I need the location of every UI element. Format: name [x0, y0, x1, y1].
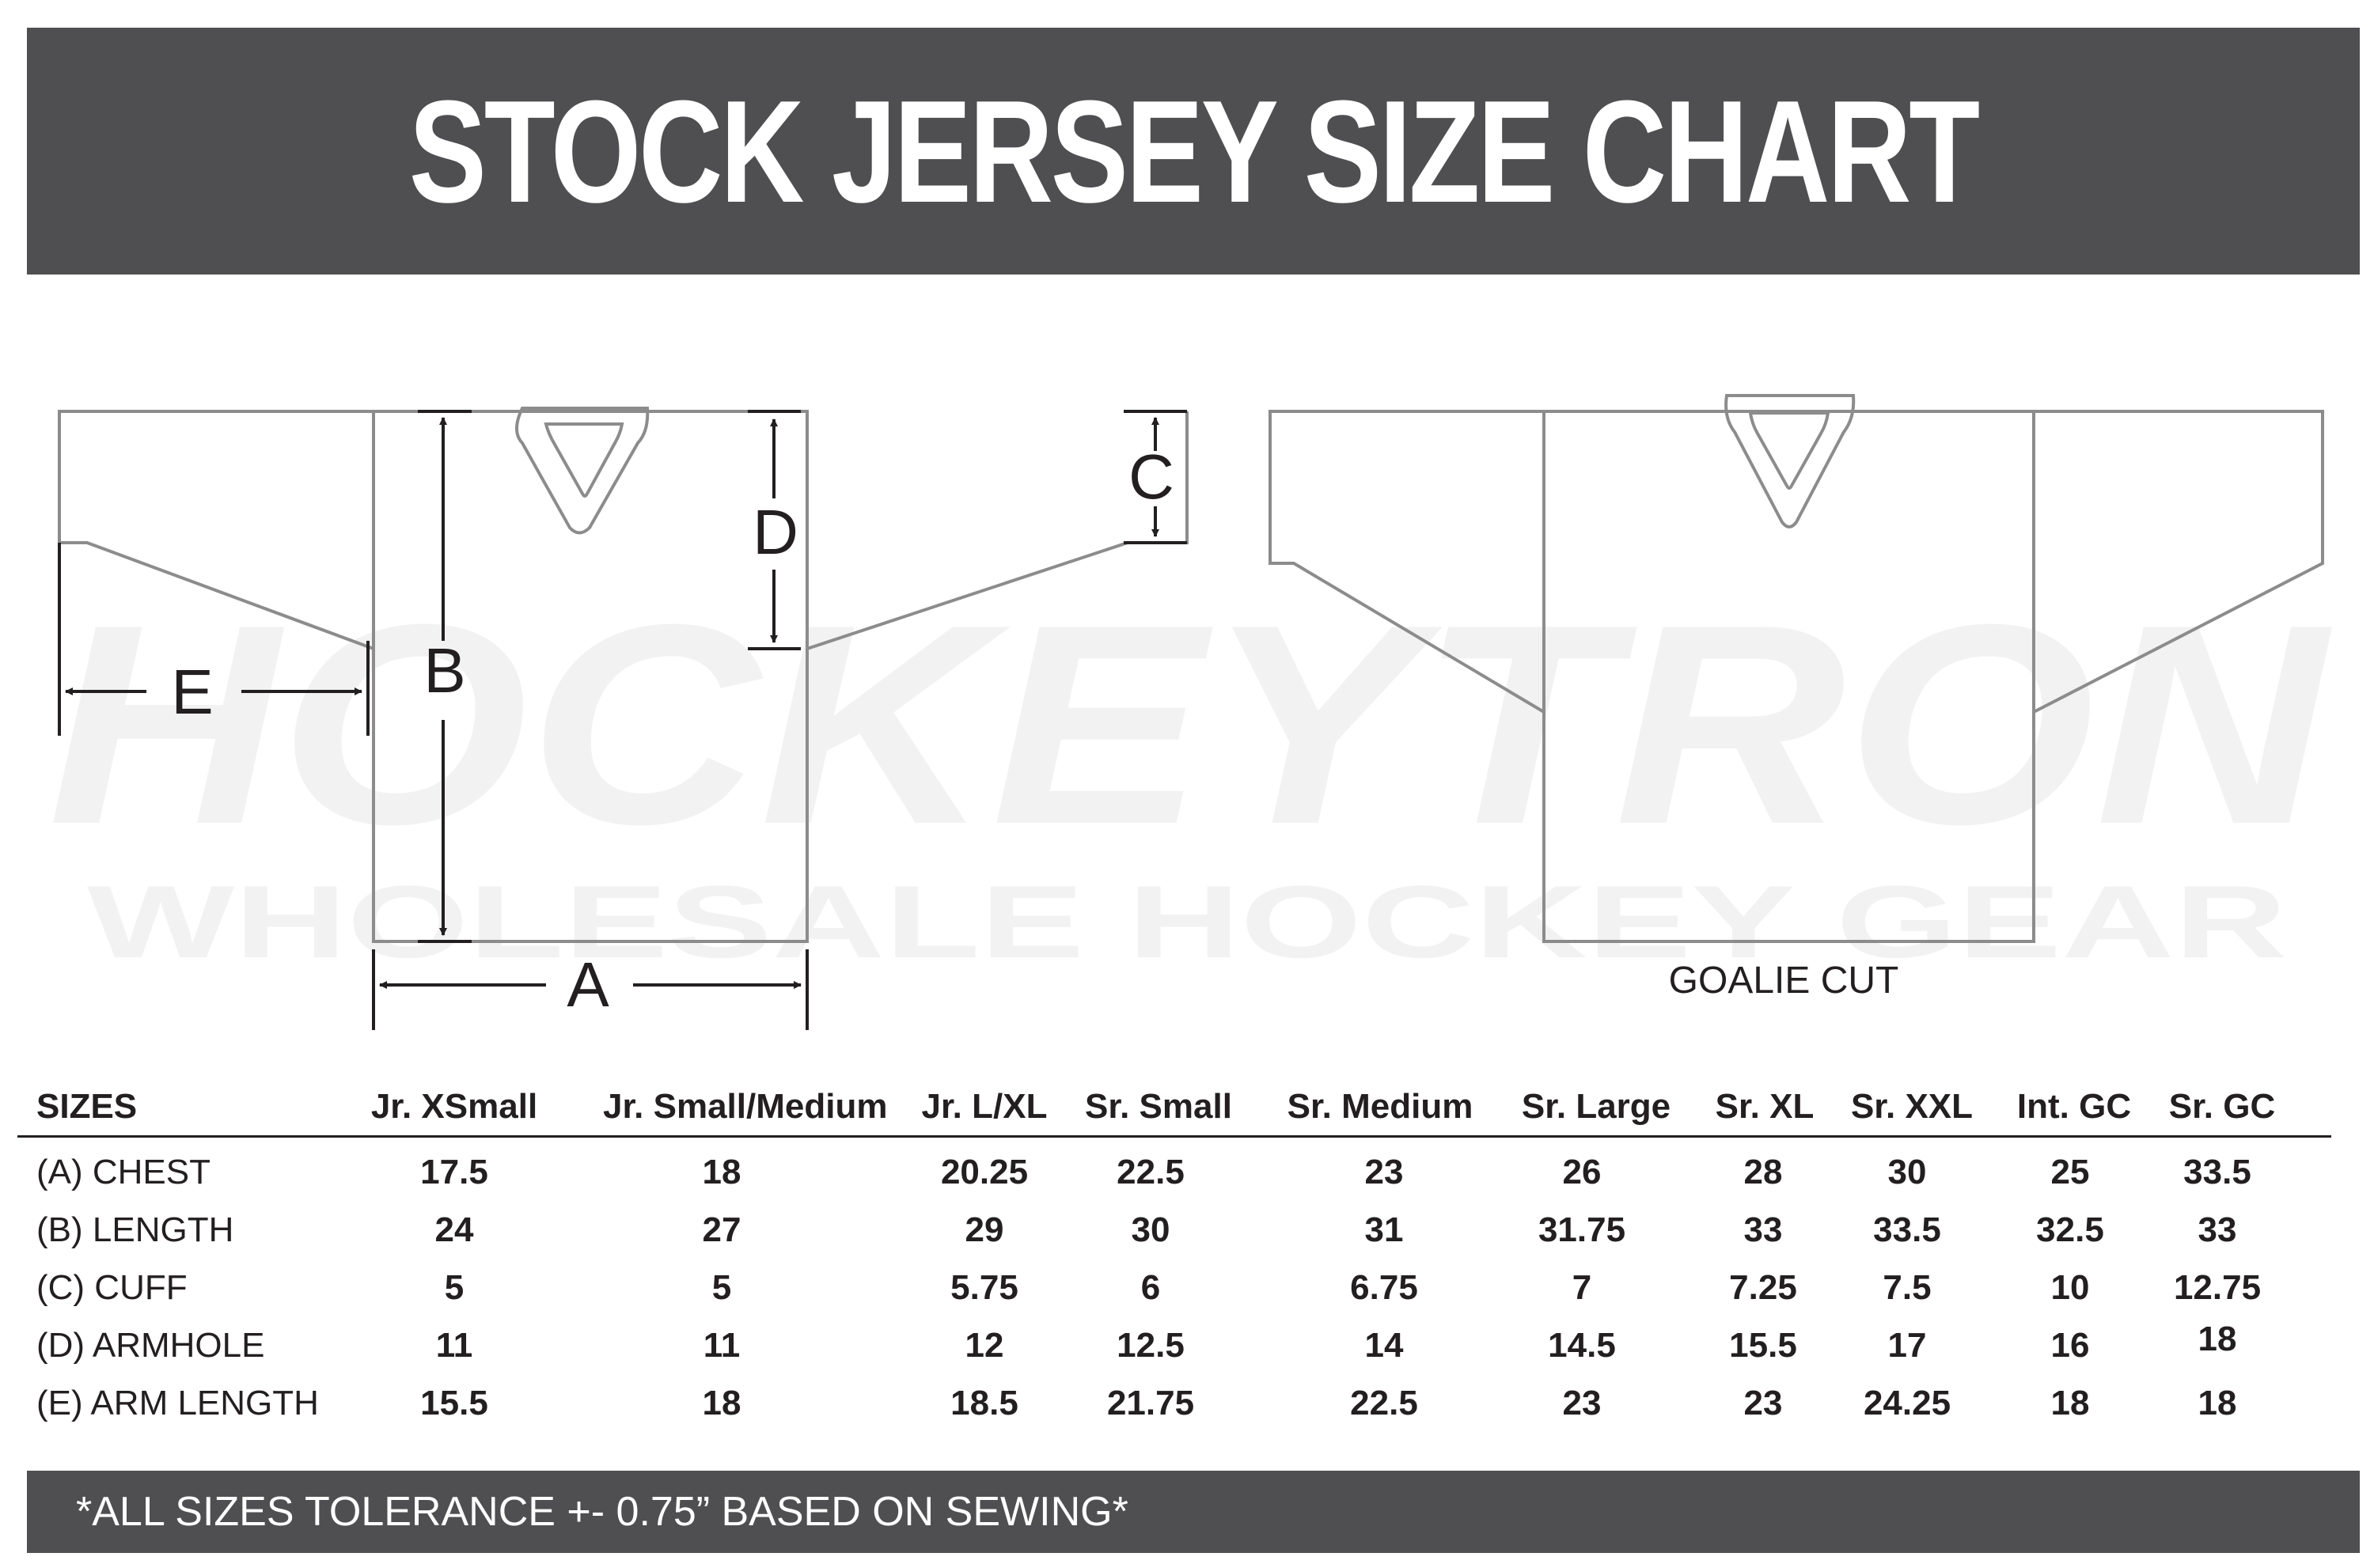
label-b: B: [423, 635, 465, 706]
table-cell: 31: [1364, 1210, 1404, 1249]
table-row: (B) LENGTH 24 27 29 30 31 31.75 33 33.5 …: [17, 1201, 2331, 1259]
size-table: SIZES Jr. XSmall Jr. Small/Medium Jr. L/…: [17, 1078, 2331, 1135]
hockeytron-watermark: HOCKEYTRON WHOLESALE HOCKEY GEAR: [47, 585, 2335, 979]
size-table-body: (A) CHEST 17.5 18 20.25 22.5 23 26 28 30…: [17, 1143, 2331, 1432]
table-cell: 32.5: [2036, 1210, 2104, 1249]
table-cell: 18: [2050, 1384, 2090, 1422]
goalie-cut-caption: GOALIE CUT: [1669, 960, 1899, 1002]
table-cell: 17.5: [420, 1153, 488, 1191]
table-header-row: SIZES Jr. XSmall Jr. Small/Medium Jr. L/…: [17, 1078, 2331, 1135]
column-header: Int. GC: [2016, 1087, 2132, 1126]
table-row: (A) CHEST 17.5 18 20.25 22.5 23 26 28 30…: [17, 1143, 2331, 1201]
table-cell: 28: [1743, 1153, 1783, 1191]
table-cell: 10: [2050, 1268, 2090, 1307]
table-cell: 14: [1364, 1326, 1404, 1365]
table-cell: 12.5: [1117, 1326, 1185, 1365]
standard-jersey-outline: [58, 407, 1189, 943]
table-row: (D) ARMHOLE 11 11 12 12.5 14 14.5 15.5 1…: [17, 1316, 2331, 1374]
table-row: (C) CUFF 5 5 5.75 6 6.75 7 7.25 7.5 10 1…: [17, 1259, 2331, 1316]
table-cell: 15.5: [420, 1384, 488, 1422]
table-cell: 18: [2198, 1320, 2237, 1358]
header-banner: STOCK JERSEY SIZE CHART: [27, 28, 2360, 275]
table-cell: 15.5: [1729, 1326, 1797, 1365]
goalie-collar-inner: [1748, 411, 1830, 490]
table-cell: 18: [702, 1153, 741, 1191]
table-cell: 22.5: [1117, 1153, 1185, 1191]
table-corner-label: SIZES: [36, 1087, 138, 1126]
column-header: Sr. XL: [1715, 1087, 1815, 1126]
column-header: Sr. Medium: [1287, 1087, 1473, 1126]
table-cell: 24: [434, 1210, 474, 1249]
column-header: Sr. GC: [2168, 1087, 2276, 1126]
row-label: (E) ARM LENGTH: [36, 1384, 319, 1422]
table-cell: 5: [444, 1268, 465, 1307]
footer-banner: *ALL SIZES TOLERANCE +- 0.75” BASED ON S…: [27, 1471, 2360, 1553]
table-cell: 20.25: [940, 1153, 1029, 1191]
collar: [515, 407, 650, 535]
page-title: STOCK JERSEY SIZE CHART: [408, 70, 1980, 233]
table-cell: 26: [1562, 1153, 1602, 1191]
label-e: E: [171, 657, 213, 727]
label-a: A: [567, 949, 609, 1020]
table-cell: 17: [1887, 1326, 1927, 1365]
table-cell: 18.5: [950, 1384, 1018, 1422]
label-c: C: [1128, 441, 1174, 512]
table-cell: 12.75: [2173, 1268, 2262, 1307]
label-d: D: [753, 497, 798, 567]
table-cell: 7: [1572, 1268, 1592, 1307]
tolerance-note: *ALL SIZES TOLERANCE +- 0.75” BASED ON S…: [76, 1489, 1128, 1535]
row-label: (C) CUFF: [36, 1268, 188, 1307]
table-cell: 31.75: [1538, 1210, 1626, 1249]
table-cell: 33: [1743, 1210, 1783, 1249]
table-cell: 18: [2198, 1384, 2237, 1422]
table-cell: 33.5: [1873, 1210, 1941, 1249]
column-header: Sr. Small: [1085, 1087, 1232, 1126]
table-cell: 12: [965, 1326, 1004, 1365]
table-cell: 23: [1562, 1384, 1602, 1422]
table-cell: 16: [2050, 1326, 2090, 1365]
column-header: Sr. Large: [1521, 1087, 1671, 1126]
column-header: Sr. XXL: [1850, 1087, 1974, 1126]
table-cell: 33: [2198, 1210, 2237, 1249]
table-cell: 25: [2050, 1153, 2090, 1191]
table-cell: 24.25: [1863, 1384, 1951, 1422]
goalie-collar: [1724, 394, 1856, 528]
table-cell: 11: [703, 1326, 741, 1365]
table-cell: 23: [1743, 1384, 1783, 1422]
table-cell: 6: [1140, 1268, 1161, 1307]
table-cell: 6.75: [1350, 1268, 1418, 1307]
dimension-guides: [58, 410, 1187, 1030]
table-cell: 11: [435, 1326, 473, 1365]
goalie-jersey-outline: [1269, 394, 2324, 943]
watermark-brand: HOCKEYTRON: [47, 585, 2335, 884]
table-cell: 5.75: [950, 1268, 1018, 1307]
table-cell: 30: [1887, 1153, 1927, 1191]
table-cell: 29: [965, 1210, 1004, 1249]
table-row: (E) ARM LENGTH 15.5 18 18.5 21.75 22.5 2…: [17, 1374, 2331, 1432]
table-cell: 21.75: [1106, 1384, 1195, 1422]
table-cell: 14.5: [1548, 1326, 1616, 1365]
row-label: (B) LENGTH: [36, 1210, 234, 1249]
table-header-rule: [17, 1135, 2331, 1138]
collar-inner: [544, 422, 624, 498]
table-cell: 18: [702, 1384, 741, 1422]
column-header: Jr. Small/Medium: [603, 1087, 888, 1126]
table-cell: 22.5: [1350, 1384, 1418, 1422]
column-header: Jr. XSmall: [370, 1087, 538, 1126]
table-cell: 23: [1364, 1153, 1404, 1191]
watermark-tagline: WHOLESALE HOCKEY GEAR: [87, 864, 2287, 979]
table-cell: 7.5: [1883, 1268, 1932, 1307]
dimension-labels: B D C A E: [171, 441, 1174, 1020]
table-cell: 27: [702, 1210, 741, 1249]
table-cell: 30: [1131, 1210, 1170, 1249]
jersey-diagrams: B D C A E GOALIE CUT: [58, 394, 2324, 1030]
column-header: Jr. L/XL: [921, 1087, 1048, 1126]
table-cell: 5: [711, 1268, 732, 1307]
row-label: (D) ARMHOLE: [36, 1326, 265, 1365]
table-cell: 7.25: [1729, 1268, 1797, 1307]
row-label: (A) CHEST: [36, 1153, 210, 1191]
table-cell: 33.5: [2183, 1153, 2251, 1191]
